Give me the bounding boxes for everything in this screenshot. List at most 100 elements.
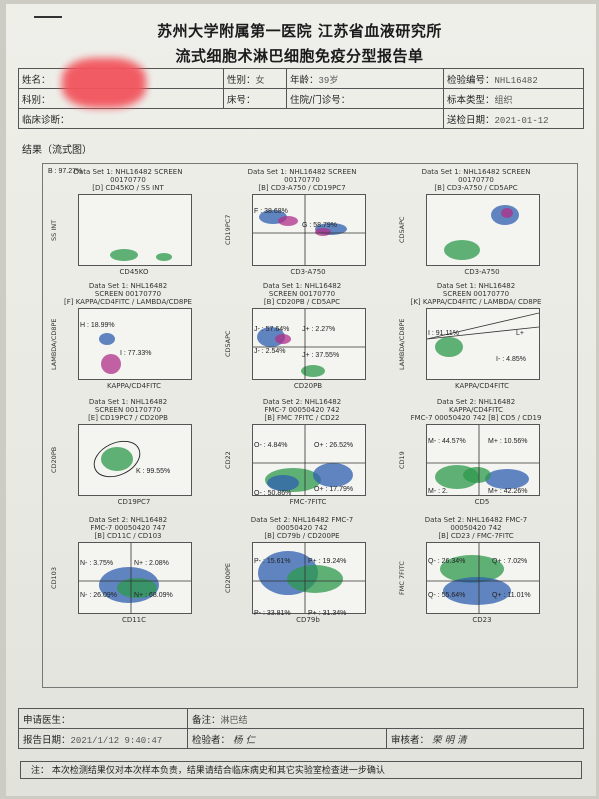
scatter-plot <box>426 308 540 380</box>
y-axis-label: CD22 <box>224 451 232 469</box>
panel-title-line: [F] KAPPA/CD4FITC / LAMBDA/CD8PE <box>64 298 192 306</box>
age-label: 年龄： <box>290 74 319 86</box>
panel-title-line: 00050420 742 <box>276 524 328 532</box>
hospital-title: 苏州大学附属第一医院 江苏省血液研究所 <box>157 22 442 40</box>
gate-label: Q- : 26.34% <box>428 558 466 565</box>
x-axis-label: FMC-7FITC <box>289 498 327 506</box>
y-axis-label: CD5APC <box>398 216 406 244</box>
flow-chart-frame <box>42 163 578 688</box>
gate-label: M- : 44.57% <box>428 438 466 445</box>
y-axis-label: CD103 <box>50 567 58 589</box>
gate-ellipse <box>93 440 141 478</box>
panel-title-line: [B] CD11C / CD103 <box>94 532 162 540</box>
scatter-plot <box>252 194 366 266</box>
panel-title: Data Set 2: NHL16482 FMC-7 00050420 742 [B… <box>222 398 382 422</box>
y-axis-label: SS INT <box>50 219 58 241</box>
tester-signature: 杨 仁 <box>233 734 256 746</box>
y-axis-label: FMC 7FITC <box>398 561 406 595</box>
scatter-plot <box>252 542 366 614</box>
sex-label: 性别： <box>227 74 256 86</box>
x-axis-label: CD79b <box>296 616 320 624</box>
flow-panel: Data Set 2: NHL16482 FMC-7 00050420 742 [B… <box>396 516 556 634</box>
gate-label: B : 97.27% <box>48 168 83 175</box>
cell-cluster <box>278 216 298 226</box>
bed-label: 床号： <box>227 94 256 106</box>
flow-panel: Data Set 1: NHL16482 SCREEN 00170770 [E] C… <box>48 398 208 516</box>
panel-title-line: Data Set 2: NHL16482 <box>88 516 168 524</box>
scatter-plot <box>78 308 192 380</box>
age-value: 39岁 <box>318 75 339 86</box>
cell-cluster <box>287 565 343 593</box>
gate-label: I : 91.11% <box>428 330 460 337</box>
cell-cluster <box>435 337 463 357</box>
x-axis-label: CD5 <box>474 498 490 506</box>
panel-title-line: [E] CD19PC7 / CD20PB <box>88 414 168 422</box>
flow-panel: Data Set 1: NHL16482 SCREEN 00170770 [D] C… <box>48 168 208 286</box>
panel-title-line: [B] CD79b / CD200PE <box>264 532 340 540</box>
cell-cluster <box>440 555 504 583</box>
panel-title-line: SCREEN 00170770 <box>442 290 510 298</box>
gate-label: O- : 50.86% <box>254 490 292 497</box>
panel-title-line: [B] FMC 7FITC / CD22 <box>264 414 340 422</box>
panel-title-line: Data Set 1: NHL16482 <box>262 282 342 290</box>
cell-cluster <box>156 253 172 261</box>
disclaimer-note: 注： 本次检测结果仅对本次样本负责，结果请结合临床病史和其它实验室检查进一步确认 <box>20 761 582 779</box>
gate-label: I- : 4.85% <box>496 356 526 363</box>
remark-label: 备注： <box>192 714 221 726</box>
sex-value: 女 <box>255 75 265 86</box>
x-axis-label: CD23 <box>472 616 492 624</box>
panel-title: Data Set 1: NHL16482 SCREEN 00170770 [B] C… <box>222 282 382 306</box>
panel-title: Data Set 2: NHL16482 FMC-7 00050420 747 [B… <box>48 516 208 540</box>
flow-panel: Data Set 2: NHL16482 KAPPA/CD4FITC FMC-7 0… <box>396 398 556 516</box>
inpatient-label: 住院/门诊号： <box>290 94 351 106</box>
header-mark <box>34 16 62 18</box>
panel-title-line: [B] CD3-A750 / CD19PC7 <box>258 184 346 192</box>
panel-title-line: KAPPA/CD4FITC <box>449 406 503 414</box>
panel-title-line: 00170770 <box>284 176 320 184</box>
cell-cluster <box>315 228 331 236</box>
gate-line <box>427 312 539 340</box>
gate-label: J- : 2.54% <box>254 348 286 355</box>
scatter-plot <box>252 424 366 496</box>
gate-label: P- : 15.61% <box>254 558 291 565</box>
report-date-label: 报告日期： <box>23 734 71 746</box>
gate-label: N- : 3.75% <box>80 560 114 567</box>
cell-cluster <box>501 208 513 218</box>
gate-label: N- : 26.09% <box>80 592 117 599</box>
panel-title-line: [B] CD23 / FMC-7FITC <box>438 532 514 540</box>
gate-label: I : 77.33% <box>120 350 152 357</box>
panel-title-line: SCREEN 00170770 <box>94 290 162 298</box>
panel-title-line: Data Set 2: NHL16482 FMC-7 <box>250 516 354 524</box>
flow-panel: Data Set 1: NHL16482 SCREEN 00170770 [B] C… <box>222 168 382 286</box>
scatter-plot <box>426 194 540 266</box>
panel-title: Data Set 1: NHL16482 SCREEN 00170770 [K] K… <box>396 282 556 306</box>
y-axis-label: CD200PE <box>224 563 232 593</box>
report-title: 流式细胞术淋巴细胞免疫分型报告单 <box>175 47 424 65</box>
cell-cluster <box>443 577 511 605</box>
patient-info-table: 姓名： 性别：女 年龄：39岁 检验编号：NHL16482 科别： 床号： 住院… <box>18 68 584 129</box>
cell-cluster <box>485 469 529 489</box>
panel-title-line: FMC-7 00050420 742 <box>264 406 340 414</box>
gate-label: Q- : 55.64% <box>428 592 466 599</box>
scatter-plot <box>78 424 192 496</box>
report-paper <box>6 4 596 796</box>
gate-label: J- : 57.64% <box>254 326 290 333</box>
panel-title-line: 00050420 742 <box>450 524 502 532</box>
panel-title-line: SCREEN 00170770 <box>94 406 162 414</box>
gate-label: K : 99.55% <box>136 468 171 475</box>
gate-label: N+ : 2.08% <box>134 560 169 567</box>
panel-title: Data Set 1: NHL16482 SCREEN 00170770 [B] C… <box>396 168 556 192</box>
report-date-value: 2021/1/12 9:40:47 <box>70 735 163 746</box>
gate-label: M+ : 10.56% <box>488 438 528 445</box>
gate-label: Q+ : 11.01% <box>492 592 531 599</box>
gate-label: N+ : 68.09% <box>134 592 173 599</box>
y-axis-label: CD19 <box>398 451 406 469</box>
send-date-value: 2021-01-12 <box>494 115 549 126</box>
panel-title-line: [B] CD3-A750 / CD5APC <box>434 184 518 192</box>
cell-cluster <box>110 249 138 261</box>
gate-label: G : 58.79% <box>302 222 338 229</box>
remark-value: 淋巴结 <box>220 715 248 726</box>
redacted-name <box>62 58 146 108</box>
panel-title: Data Set 1: NHL16482 SCREEN 00170770 [F] K… <box>48 282 208 306</box>
scatter-plot <box>78 542 192 614</box>
